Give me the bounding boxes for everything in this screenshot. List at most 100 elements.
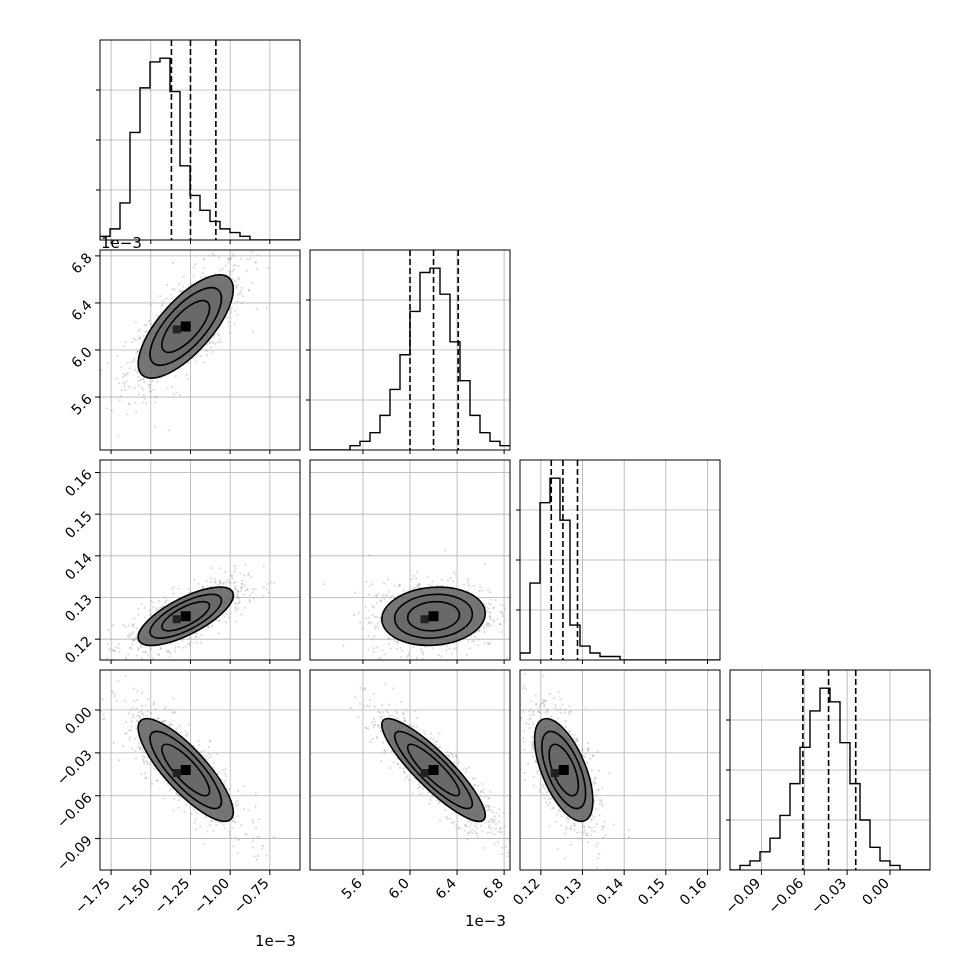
sample-point (173, 393, 176, 396)
sample-point (544, 699, 547, 702)
sample-point (122, 372, 125, 376)
sample-point (228, 833, 231, 836)
sample-point (211, 350, 214, 354)
histogram-panel-p3 (730, 670, 930, 870)
histogram-step (730, 687, 930, 870)
sample-point (211, 624, 214, 627)
sample-point (590, 829, 594, 832)
sample-point (522, 740, 526, 743)
sample-point (487, 642, 491, 645)
sample-point (380, 717, 384, 720)
sample-point (366, 704, 369, 707)
sample-point (149, 762, 152, 765)
sample-point (155, 779, 159, 782)
sample-point (465, 825, 468, 828)
sample-point (163, 596, 166, 599)
sample-point (486, 641, 490, 645)
sample-point (376, 624, 379, 627)
sample-point (237, 276, 240, 280)
sample-point (175, 391, 178, 394)
sample-point (154, 396, 157, 399)
sample-point (235, 286, 238, 289)
sample-point (125, 380, 128, 383)
sample-point (197, 354, 200, 357)
sample-point (187, 732, 190, 736)
sample-point (403, 716, 406, 719)
sample-point (463, 829, 466, 832)
sample-point (516, 748, 518, 750)
sample-point (417, 585, 420, 588)
sample-point (431, 795, 434, 798)
sample-point (511, 817, 513, 819)
sample-point (157, 653, 160, 656)
sample-point (521, 737, 524, 740)
sample-point (417, 787, 420, 790)
sample-point (383, 653, 386, 656)
sample-point (194, 632, 198, 635)
sample-point (106, 665, 108, 667)
sample-point (524, 688, 527, 691)
sample-point (481, 782, 484, 785)
sample-point (486, 809, 490, 812)
sample-point (471, 777, 474, 780)
sample-point (167, 429, 170, 432)
sample-point (375, 735, 378, 739)
sample-point (228, 616, 231, 619)
sample-point (466, 838, 469, 841)
sample-point (203, 267, 206, 270)
sample-point (542, 674, 545, 677)
sample-point (564, 720, 567, 723)
sample-point (523, 730, 526, 733)
sample-point (212, 766, 215, 769)
sample-point (117, 759, 121, 762)
sample-point (227, 320, 230, 324)
sample-point (169, 723, 172, 727)
sample-point (230, 311, 233, 314)
sample-point (124, 675, 127, 678)
sample-point (251, 591, 254, 594)
sample-point (457, 826, 461, 830)
contour-line (137, 273, 235, 379)
sample-point (181, 285, 185, 288)
sample-point (243, 807, 246, 811)
sample-point (137, 338, 140, 341)
sample-point (273, 836, 276, 839)
sample-point (177, 794, 180, 797)
sample-point (200, 633, 203, 637)
sample-point (419, 648, 423, 651)
sample-point (590, 834, 593, 837)
sample-point (144, 704, 147, 707)
sample-point (534, 760, 537, 763)
sample-point (601, 802, 604, 805)
sample-point (558, 808, 561, 811)
sample-point (543, 787, 546, 790)
sample-point (205, 757, 208, 761)
sample-point (95, 650, 97, 652)
sample-point (379, 656, 382, 659)
sample-point (209, 820, 213, 823)
sample-point (124, 388, 127, 392)
sample-point (247, 572, 250, 575)
sample-point (376, 593, 380, 596)
sample-point (156, 608, 159, 612)
sample-point (368, 698, 372, 701)
sample-point (156, 780, 159, 783)
histogram-step (520, 477, 720, 660)
sample-point (384, 661, 386, 663)
sample-point (499, 827, 502, 830)
sample-point (200, 354, 203, 357)
sample-point (468, 831, 472, 834)
sample-point (413, 586, 416, 589)
contour-line (149, 730, 223, 810)
sample-point (158, 294, 162, 298)
sample-point (118, 650, 121, 653)
sample-point (395, 647, 399, 651)
sample-point (148, 386, 151, 389)
sample-point (451, 753, 454, 756)
sample-point (373, 635, 376, 638)
sample-point (236, 294, 239, 297)
sample-point (563, 832, 566, 836)
sample-point (222, 823, 225, 826)
sample-point (466, 579, 469, 582)
sample-point (467, 640, 470, 643)
